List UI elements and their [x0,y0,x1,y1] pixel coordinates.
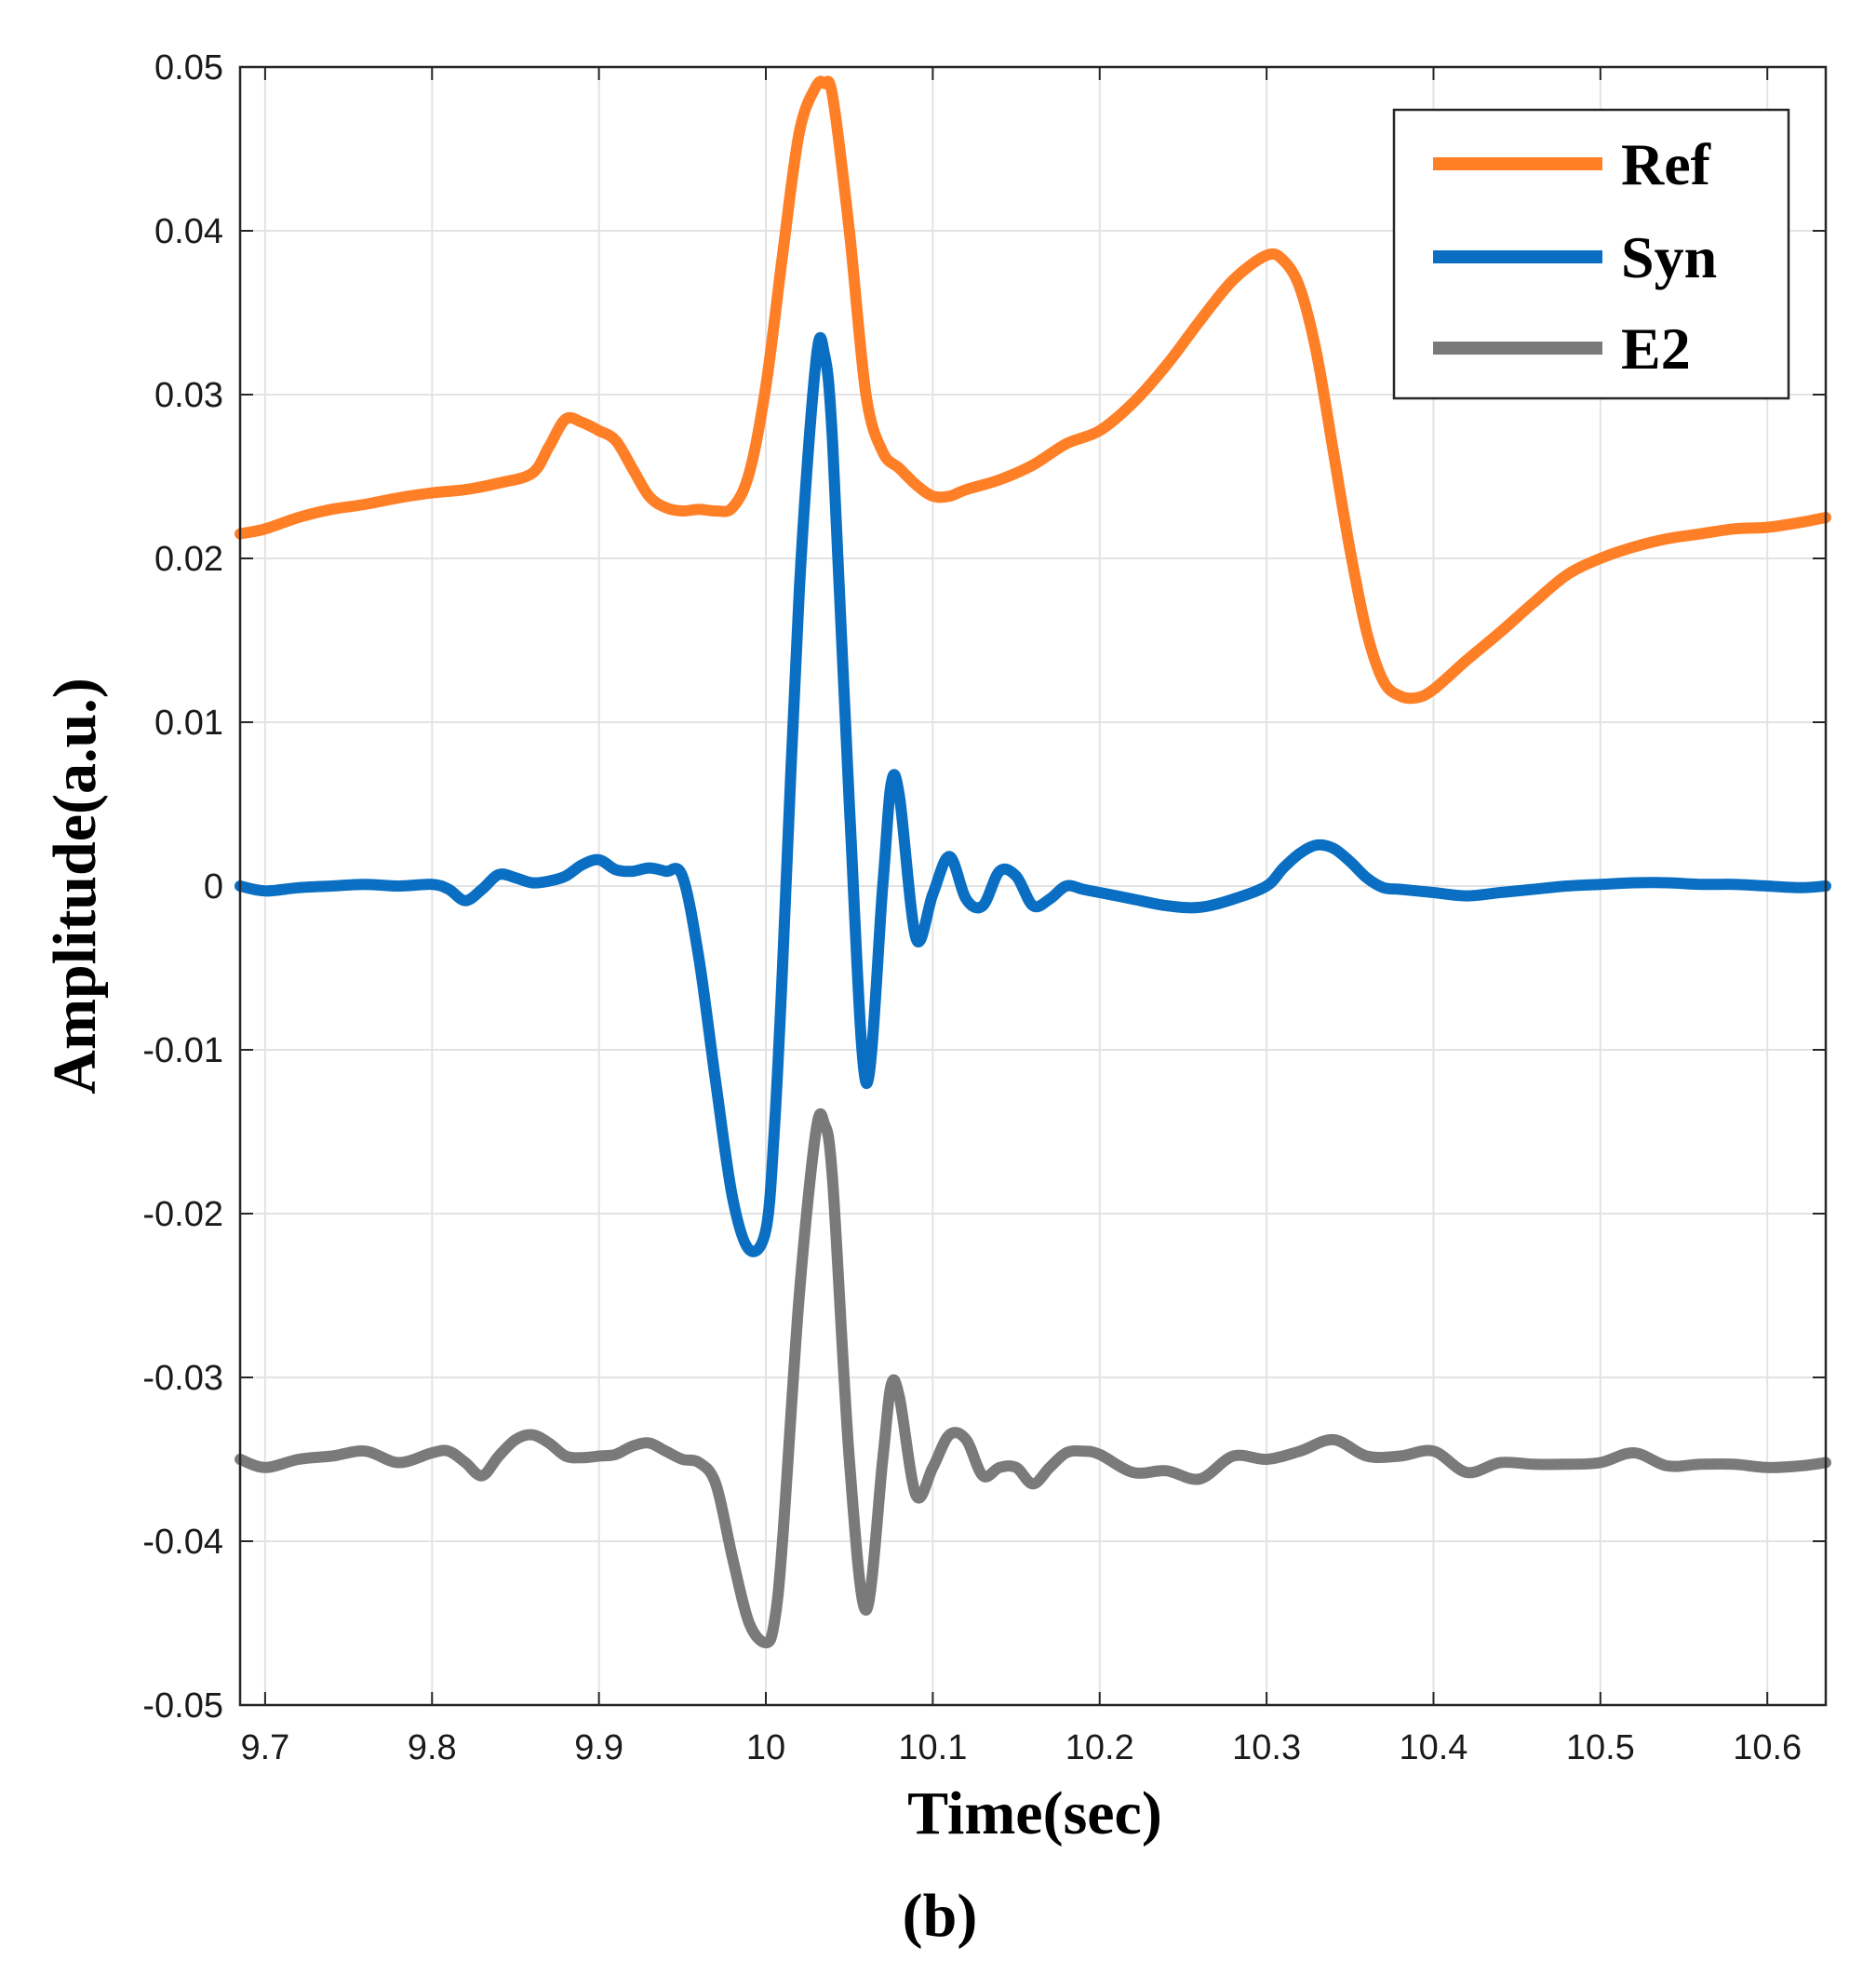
x-tick-label: 9.7 [240,1728,289,1767]
y-tick-label: -0.02 [142,1195,223,1234]
y-tick-label: 0.04 [154,212,223,251]
series-line-e2 [234,1108,1831,1649]
y-axis-label: Amplitude(a.u.) [41,678,109,1094]
y-tick-label: 0.02 [154,540,223,579]
y-tick-label: -0.03 [142,1359,223,1398]
x-tick-label: 10.4 [1399,1728,1467,1767]
y-tick-label: 0 [204,867,223,906]
legend: Ref Syn E2 [1392,108,1790,400]
figure-caption: (b) [903,1882,978,1950]
x-tick-label: 10 [746,1728,785,1767]
x-tick-label: 10.3 [1232,1728,1301,1767]
series-line-syn [234,331,1831,1257]
x-axis-label: Time(sec) [907,1779,1162,1847]
legend-label-ref: Ref [1621,131,1711,197]
y-tick-label: 0.05 [154,48,223,87]
x-tick-label: 10.1 [898,1728,967,1767]
y-tick-label: -0.01 [142,1031,223,1070]
y-tick-label: 0.01 [154,704,223,743]
plot-frame [238,65,1828,1707]
x-tick-label: 9.8 [408,1728,457,1767]
y-tick-label: -0.05 [142,1686,223,1726]
y-tick-label: -0.04 [142,1523,223,1562]
series-lines [234,75,1831,1649]
y-tick-label: 0.03 [154,376,223,415]
x-tick-label: 10.5 [1566,1728,1635,1767]
legend-label-syn: Syn [1621,224,1717,290]
x-tick-label: 10.2 [1065,1728,1134,1767]
y-tick-labels: 0.05 0.04 0.03 0.02 0.01 0 -0.01 -0.02 -0.03 -0.0… [142,48,223,1726]
x-tick-label: 10.6 [1733,1728,1802,1767]
x-tick-labels: 9.7 9.8 9.9 10 10.1 10.2 10.3 10.4 10.5 10.6 [240,1728,1802,1767]
x-tick-label: 9.9 [574,1728,623,1767]
legend-label-e2: E2 [1621,316,1691,382]
series-line-ref [234,75,1831,705]
